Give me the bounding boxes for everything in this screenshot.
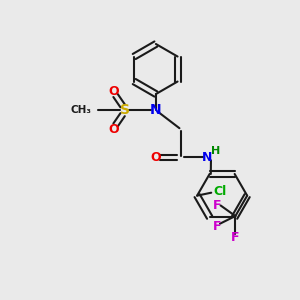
Text: O: O bbox=[108, 123, 119, 136]
Text: H: H bbox=[211, 146, 220, 156]
Text: O: O bbox=[108, 85, 119, 98]
Text: O: O bbox=[151, 151, 161, 164]
Text: F: F bbox=[231, 231, 240, 244]
Text: S: S bbox=[120, 103, 130, 117]
Text: Cl: Cl bbox=[214, 185, 227, 198]
Text: N: N bbox=[150, 103, 162, 117]
Text: F: F bbox=[213, 199, 221, 212]
Text: F: F bbox=[213, 220, 221, 233]
Text: N: N bbox=[202, 151, 213, 164]
Text: CH₃: CH₃ bbox=[70, 105, 91, 115]
